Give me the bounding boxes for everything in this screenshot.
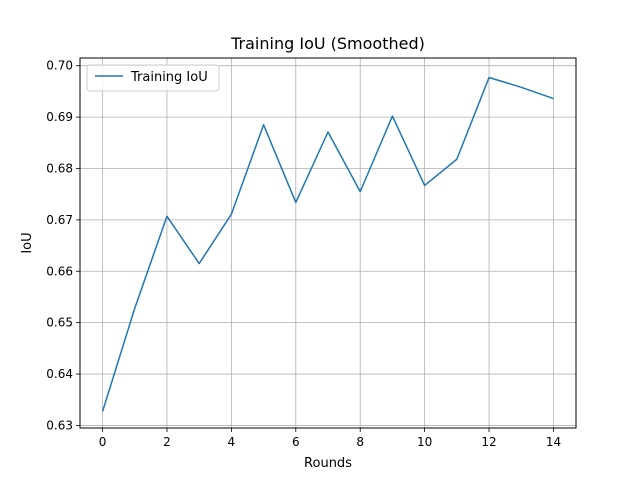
plot-lines (101, 76, 554, 412)
y-tick-label: 0.70 (46, 59, 73, 73)
x-tick-label: 12 (481, 435, 496, 449)
y-tick-label: 0.64 (46, 367, 73, 381)
y-tick-label: 0.63 (46, 418, 73, 432)
axis-ticks: 0 2 4 6 8 10 12 14 0.63 0.64 0.65 0.66 0.67 0.68 0.69 0… (46, 59, 561, 449)
x-tick-label: 4 (228, 435, 236, 449)
plot-frame (79, 57, 577, 429)
y-tick-label: 0.66 (46, 264, 73, 278)
legend: Training IoU (86, 64, 220, 92)
y-tick-label: 0.65 (46, 316, 73, 330)
series-line-training-iou (101, 76, 554, 412)
y-axis-label: IoU (20, 232, 35, 253)
y-tick-label: 0.69 (46, 110, 73, 124)
x-tick-label: 2 (163, 435, 171, 449)
x-tick-label: 8 (356, 435, 364, 449)
y-tick-label: 0.67 (46, 213, 73, 227)
x-tick-label: 0 (99, 435, 107, 449)
x-tick-label: 10 (417, 435, 432, 449)
legend-frame (86, 64, 220, 92)
chart-title: Training IoU (Smoothed) (230, 34, 425, 53)
x-tick-label: 6 (292, 435, 300, 449)
grid (80, 58, 576, 428)
y-tick-label: 0.68 (46, 161, 73, 175)
x-axis-label: Rounds (304, 456, 352, 471)
legend-label: Training IoU (130, 70, 208, 85)
x-tick-label: 14 (546, 435, 561, 449)
